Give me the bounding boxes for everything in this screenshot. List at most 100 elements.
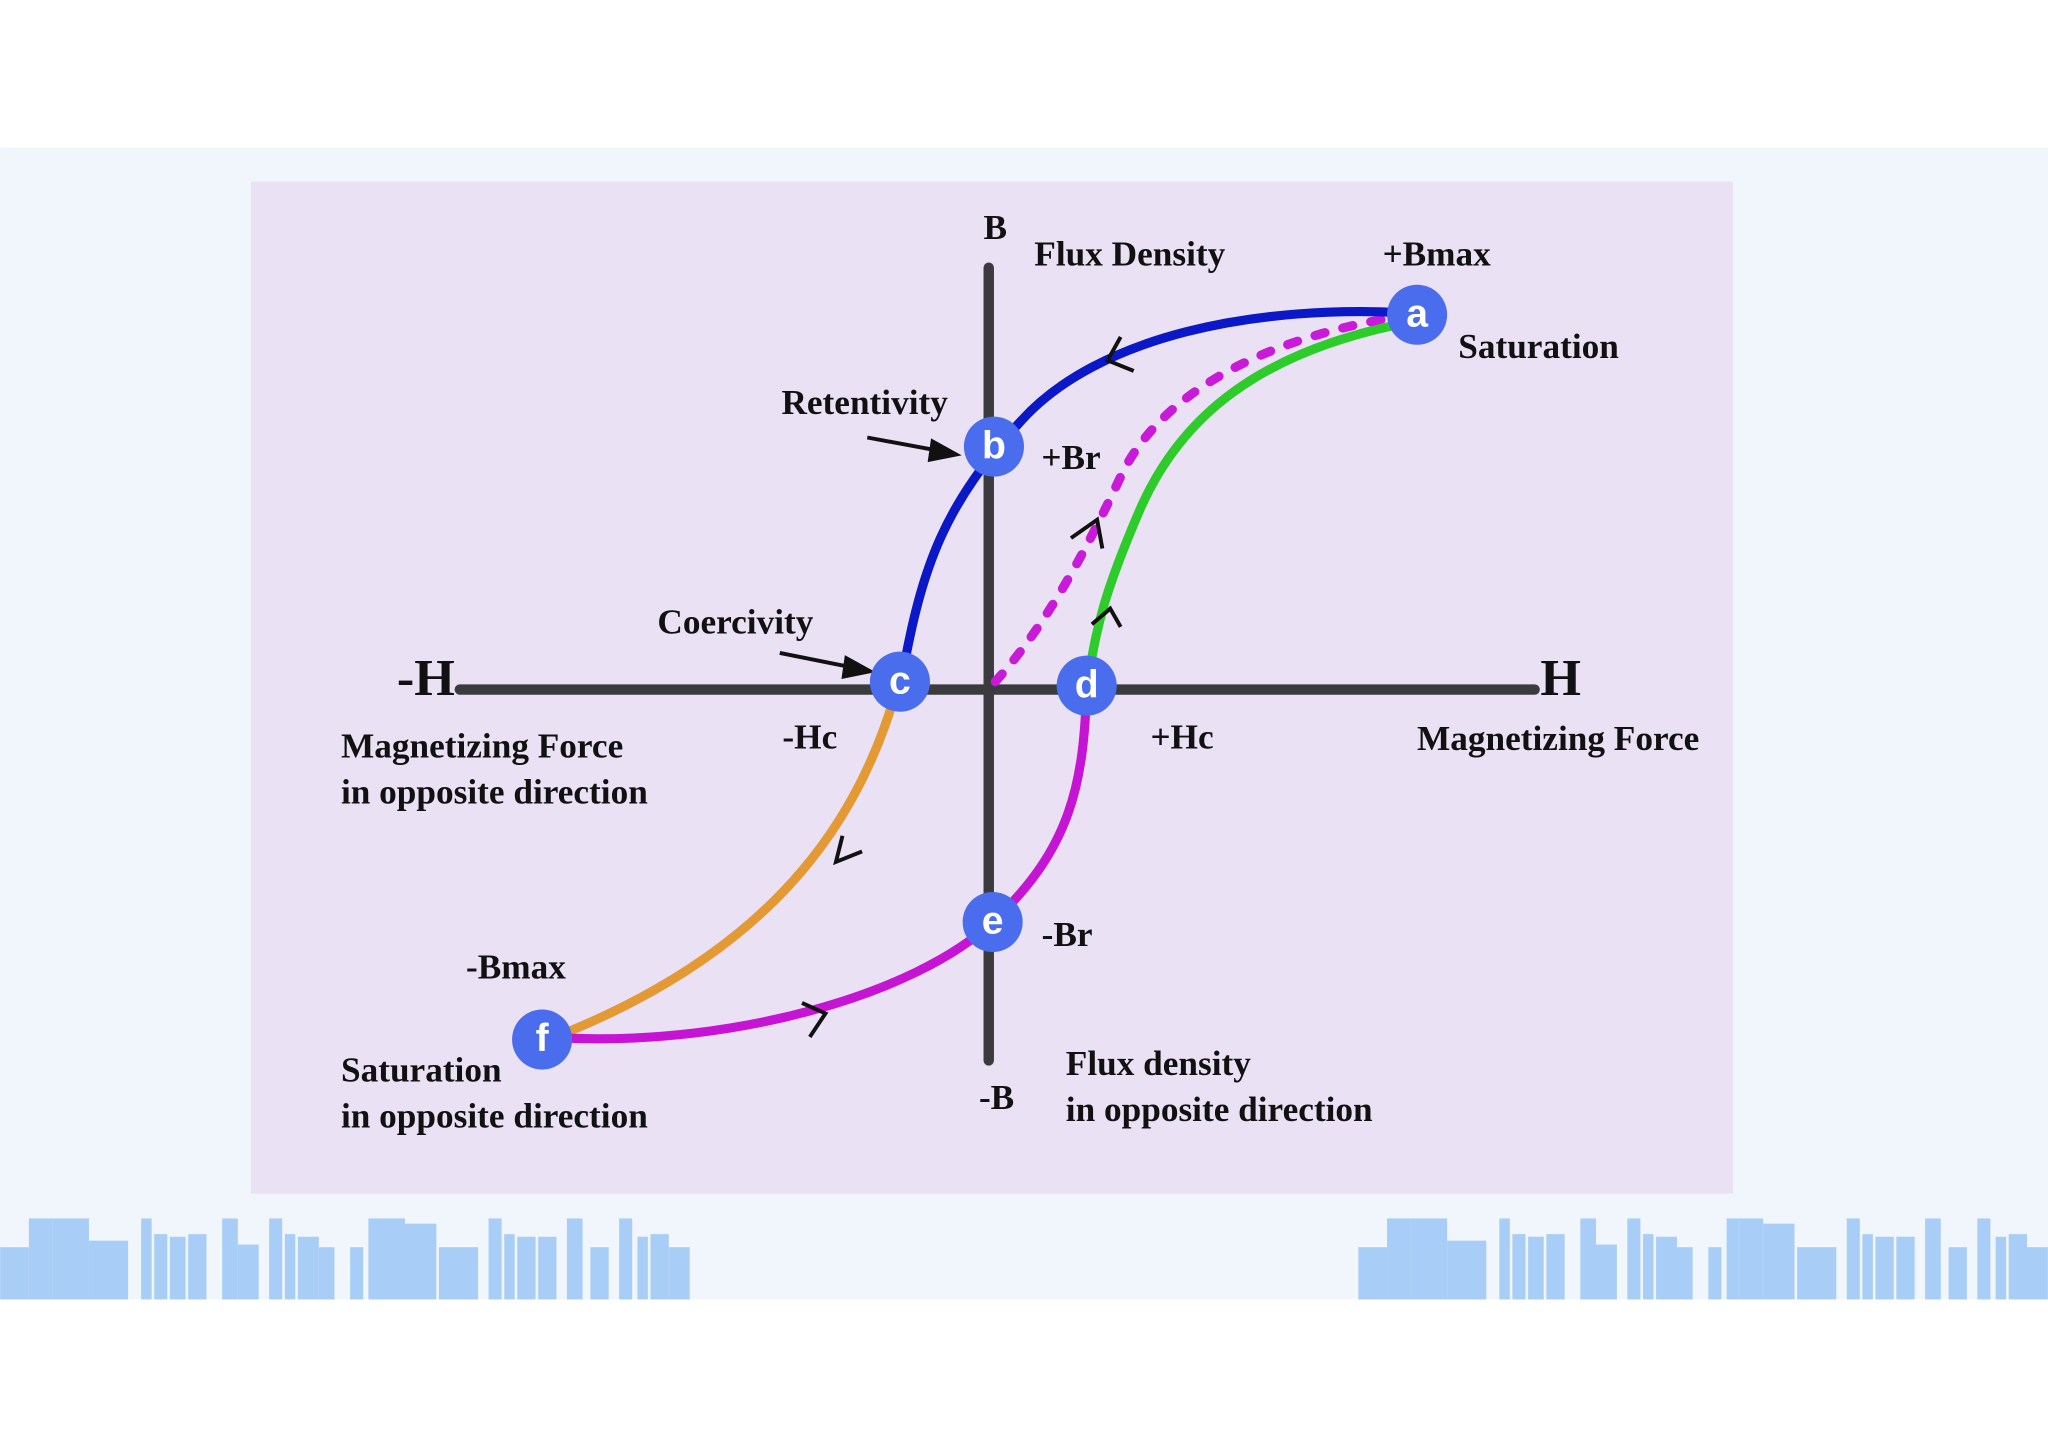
deco-bar (488, 1218, 502, 1300)
curve-a-c (896, 307, 1422, 687)
label: -B (979, 1078, 1014, 1117)
label: Saturation (341, 1051, 502, 1090)
label: -Hc (782, 718, 837, 757)
direction-arrows (801, 335, 1135, 1039)
deco-bar (222, 1218, 238, 1300)
label: +Br (1041, 438, 1100, 477)
deco-bar (1528, 1236, 1544, 1300)
deco-bar (1643, 1234, 1654, 1300)
label: -H (397, 649, 455, 707)
arrow (1069, 516, 1105, 549)
deco-bar (1763, 1223, 1795, 1300)
label: in opposite direction (341, 1096, 648, 1135)
deco-bar (650, 1234, 669, 1300)
deco-bar (350, 1247, 364, 1300)
pointers (779, 435, 962, 679)
label: Magnetizing Force (341, 727, 623, 766)
deco-bar (1896, 1236, 1915, 1300)
deco-bar (1512, 1234, 1526, 1300)
deco-bar (1739, 1218, 1764, 1300)
label: Flux Density (1034, 234, 1225, 273)
deco-bar (668, 1247, 690, 1300)
node (963, 416, 1024, 477)
deco-bar (284, 1234, 296, 1300)
node (512, 1009, 573, 1070)
pointer-line (779, 651, 852, 670)
node (962, 891, 1023, 953)
deco-bar (566, 1218, 583, 1300)
deco-bar (1627, 1218, 1641, 1300)
label: +Hc (1150, 718, 1213, 757)
node-label: b (982, 424, 1006, 467)
deco-bar (404, 1223, 437, 1300)
deco-bar (381, 1218, 405, 1300)
deco-bar (1862, 1234, 1873, 1300)
deco-bar (368, 1218, 382, 1300)
deco-bar (1875, 1236, 1894, 1300)
label: B (984, 208, 1008, 247)
curve-c-f (563, 677, 904, 1037)
label: in opposite direction (1066, 1090, 1373, 1129)
deco-bar (590, 1247, 609, 1300)
decoration (0, 1218, 2048, 1300)
node-label: d (1075, 663, 1099, 706)
arrow (1090, 605, 1123, 628)
deco-bar (1925, 1218, 1941, 1300)
deco-bar (438, 1247, 479, 1300)
deco-bar (1580, 1218, 1597, 1300)
labels: B Flux Density +Bmax Saturation Retentivity +… (341, 208, 1699, 1135)
deco-bar (637, 1236, 648, 1300)
deco-bar (1977, 1218, 1991, 1300)
deco-bar (1546, 1234, 1565, 1300)
label: Flux density (1066, 1044, 1251, 1083)
deco-bar (269, 1218, 283, 1300)
deco-bar (1995, 1236, 2007, 1300)
deco-bar (1726, 1218, 1740, 1300)
label: H (1540, 649, 1581, 707)
arrow (1104, 335, 1135, 373)
deco-bar (619, 1218, 633, 1300)
deco-bar (1358, 1247, 1388, 1300)
deco-bar (1708, 1247, 1722, 1300)
nodes: a b c d e f (512, 284, 1448, 1070)
node (1387, 284, 1448, 345)
deco-bar (297, 1236, 319, 1300)
deco-bar (188, 1234, 207, 1300)
deco-bar (141, 1218, 152, 1300)
deco-bar (538, 1236, 557, 1300)
label: Saturation (1458, 327, 1619, 366)
node (1056, 655, 1117, 716)
deco-bar (28, 1218, 53, 1300)
deco-bar (1499, 1218, 1510, 1300)
node-label: c (889, 659, 911, 702)
deco-bar (169, 1236, 186, 1300)
deco-bar (1447, 1240, 1487, 1300)
deco-bar (318, 1247, 335, 1300)
deco-bar (1596, 1244, 1617, 1300)
arrow (833, 835, 863, 866)
arrow (801, 1001, 829, 1039)
deco-bar (517, 1236, 536, 1300)
deco-bar (1797, 1247, 1837, 1300)
deco-bar (1387, 1218, 1411, 1300)
deco-bar (2008, 1234, 2027, 1300)
deco-bar (88, 1240, 129, 1300)
label: Coercivity (657, 603, 813, 642)
deco-bar (154, 1234, 168, 1300)
pointer-head (927, 438, 962, 463)
deco-bar (2026, 1247, 2048, 1300)
label: in opposite direction (341, 772, 648, 811)
pointer-head (841, 655, 876, 679)
curve-a-d (1082, 318, 1413, 691)
node (869, 651, 930, 712)
label: Magnetizing Force (1417, 719, 1699, 758)
deco-bar (1676, 1247, 1693, 1300)
node-label: f (536, 1017, 550, 1060)
deco-bar (1948, 1247, 1967, 1300)
deco-bar (504, 1234, 515, 1300)
label: Retentivity (781, 383, 948, 422)
node-label: e (982, 900, 1004, 943)
label: +Bmax (1383, 234, 1492, 273)
deco-bar (237, 1244, 259, 1300)
